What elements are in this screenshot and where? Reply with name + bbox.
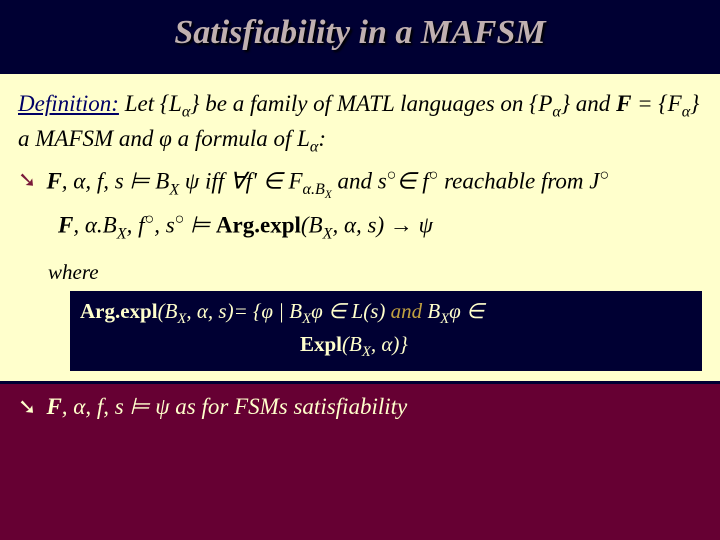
- footer-area: ➘ F, α, f, s ⊨ ψ as for FSMs satisfiabil…: [0, 384, 720, 430]
- satisfies-icon: ⊨: [129, 394, 149, 419]
- sub-line: F, α.BX, f○, s○ ⊨ Arg.expl(BX, α, s) → ψ: [58, 211, 702, 243]
- arrow-down-right-icon: ➘: [18, 167, 36, 193]
- footer-text: F, α, f, s ⊨ ψ as for FSMs satisfiabilit…: [46, 394, 407, 420]
- title-bar: Satisfiability in a MAFSM: [0, 0, 720, 74]
- footer-bullet: ➘ F, α, f, s ⊨ ψ as for FSMs satisfiabil…: [18, 394, 702, 420]
- forall-icon: ∀: [230, 168, 246, 193]
- definition-text: Definition: Let {Lα} be a family of MATL…: [18, 88, 702, 159]
- script-L: L: [169, 91, 182, 116]
- satisfies-icon: ⊨: [190, 213, 210, 238]
- slide-title: Satisfiability in a MAFSM: [0, 14, 720, 52]
- definition-label: Definition:: [18, 91, 119, 116]
- expl-label: Expl: [300, 332, 342, 356]
- argexpl-label: Arg.expl: [80, 299, 158, 323]
- content-area: Definition: Let {Lα} be a family of MATL…: [0, 74, 720, 384]
- script-L2: L: [297, 126, 310, 151]
- argexpl-box: Arg.expl(BX, α, s)= {φ | BXφ ∈ L(s) and …: [70, 291, 702, 371]
- bullet-1: ➘ F, α, f, s ⊨ BX ψ iff ∀f' ∈ Fα.BX and …: [18, 165, 702, 204]
- satisfies-icon: ⊨: [129, 168, 149, 193]
- bullet-1-text: F, α, f, s ⊨ BX ψ iff ∀f' ∈ Fα.BX and s○…: [46, 165, 609, 204]
- bold-F: F: [616, 91, 631, 116]
- script-P: P: [538, 91, 552, 116]
- and-text: and: [385, 299, 427, 323]
- slide-container: Satisfiability in a MAFSM Definition: Le…: [0, 0, 720, 540]
- argexpl-label: Arg.expl: [216, 213, 301, 238]
- arrow-down-right-icon: ➘: [18, 394, 36, 420]
- where-label: where: [48, 260, 702, 285]
